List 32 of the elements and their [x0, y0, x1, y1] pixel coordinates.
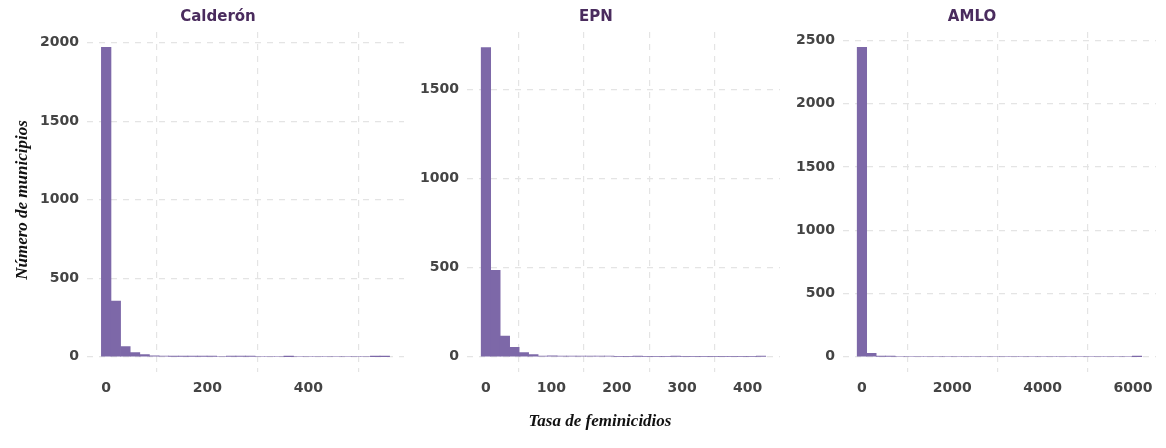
x-tick-label: 6000: [1113, 379, 1153, 396]
x-tick-label: 2000: [932, 379, 973, 396]
x-tick-label: 0: [857, 379, 868, 396]
chart-title: EPN: [579, 6, 613, 25]
x-tick-label: 300: [667, 379, 698, 396]
y-tick-label: 0: [825, 347, 836, 364]
x-tick-label: 4000: [1023, 379, 1063, 396]
chart-title: AMLO: [947, 6, 997, 25]
y-tick-label: 1000: [420, 169, 460, 186]
y-tick-label: 500: [805, 284, 836, 301]
y-tick-label: 500: [49, 268, 80, 285]
chart-title: Calderón: [180, 6, 256, 25]
x-tick-label: 100: [536, 379, 567, 396]
x-tick-label: 400: [293, 379, 324, 396]
y-tick-label: 1000: [796, 220, 836, 237]
x-tick-label: 0: [481, 379, 492, 396]
y-tick-label: 0: [449, 347, 460, 364]
y-tick-label: 500: [429, 258, 460, 275]
x-tick-label: 400: [733, 379, 763, 396]
x-tick-label: 200: [192, 379, 223, 396]
y-axis-title: Número de municipios: [12, 120, 32, 280]
y-tick-label: 1000: [40, 190, 80, 207]
y-tick-label: 1500: [40, 111, 80, 128]
y-tick-label: 2000: [40, 33, 80, 50]
x-tick-label: 200: [602, 379, 632, 396]
x-tick-label: 0: [101, 379, 112, 396]
y-tick-label: 1500: [796, 157, 836, 174]
y-tick-label: 0: [69, 347, 80, 364]
y-tick-label: 1500: [420, 80, 460, 97]
y-tick-label: 2500: [796, 30, 836, 47]
x-axis-title: Tasa de feminicidios: [528, 411, 672, 431]
y-tick-label: 2000: [796, 94, 836, 111]
